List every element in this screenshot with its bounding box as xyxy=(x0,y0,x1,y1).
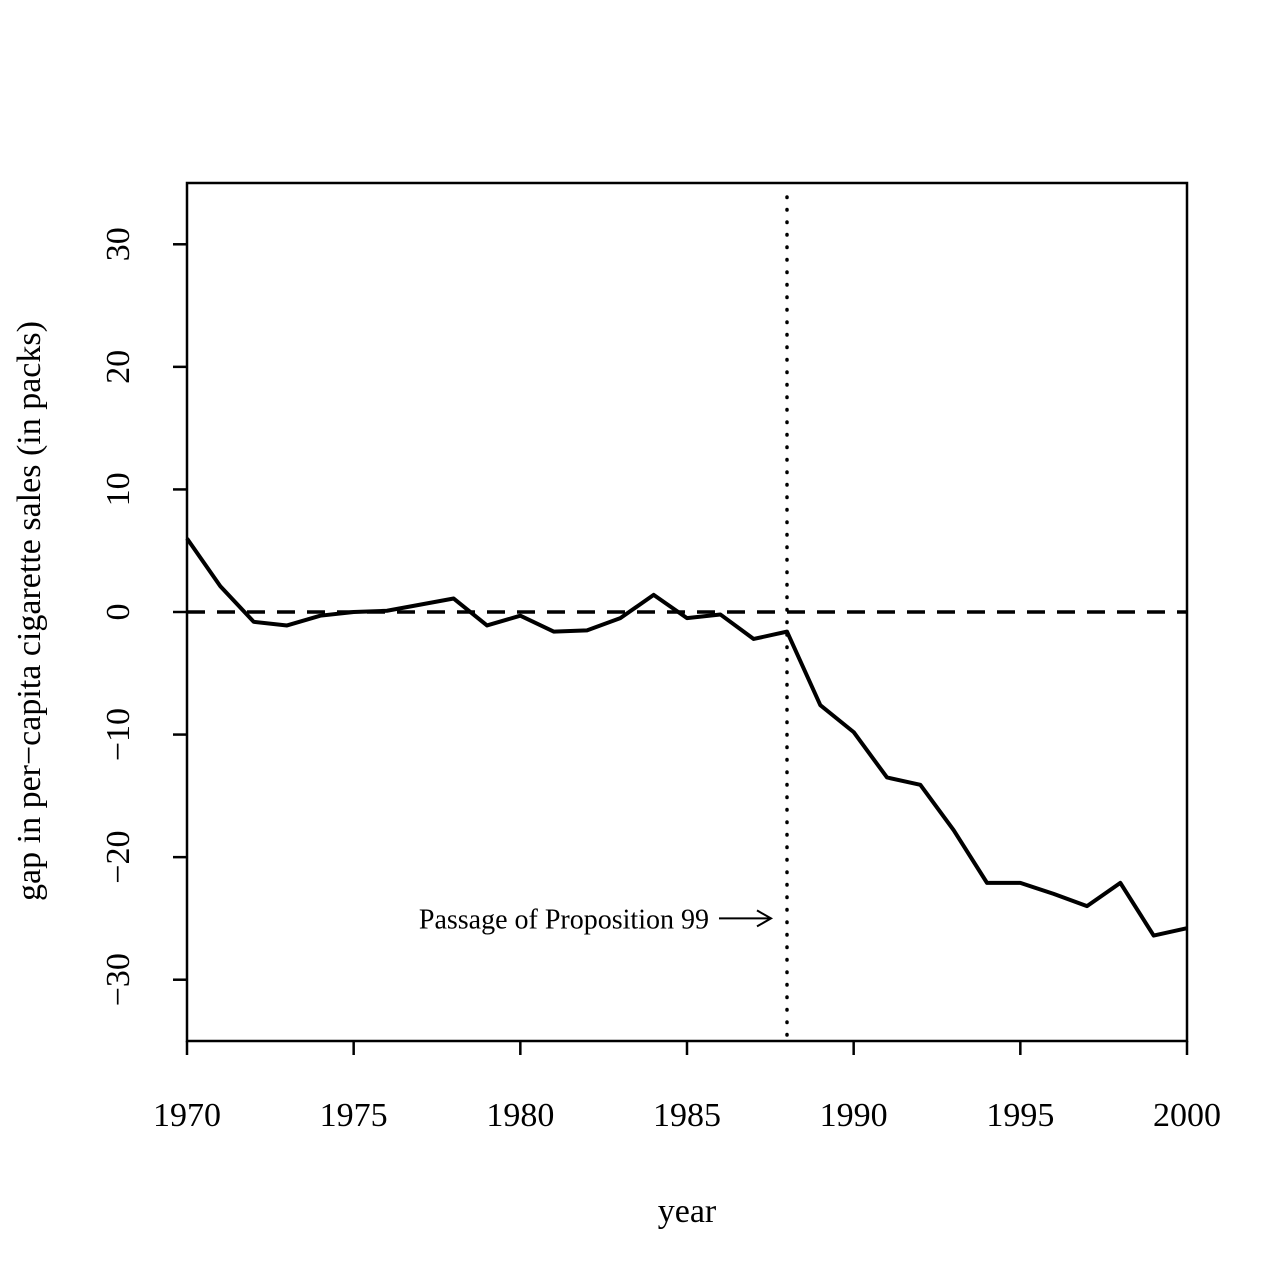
y-tick-label: 0 xyxy=(100,604,137,621)
x-tick-label: 1980 xyxy=(486,1097,554,1134)
series-layer xyxy=(185,537,1188,938)
y-axis: −30 −20 −10 0 10 20 30 xyxy=(100,227,187,1006)
y-tick-label: 10 xyxy=(100,472,137,506)
y-tick-label: 20 xyxy=(100,350,137,384)
x-tick-label: 2000 xyxy=(1153,1097,1221,1134)
annotation-arrow-head xyxy=(756,909,774,928)
annotation-label: Passage of Proposition 99 xyxy=(419,904,709,935)
x-tick-label: 1970 xyxy=(153,1097,221,1134)
x-axis: 1970 1975 1980 1985 1990 1995 2000 xyxy=(153,1041,1221,1134)
x-axis-title: year xyxy=(658,1193,717,1230)
annotation-layer: Passage of Proposition 99 xyxy=(419,904,774,935)
y-tick-label: −10 xyxy=(100,708,137,761)
x-tick-label: 1995 xyxy=(986,1097,1054,1134)
gap-series-line xyxy=(185,537,1188,938)
x-tick-label: 1985 xyxy=(653,1097,721,1134)
y-tick-label: −30 xyxy=(100,953,137,1006)
y-axis-title: gap in per−capita cigarette sales (in pa… xyxy=(11,321,48,901)
y-tick-label: 30 xyxy=(100,227,137,261)
x-tick-label: 1975 xyxy=(320,1097,388,1134)
x-tick-label: 1990 xyxy=(820,1097,888,1134)
y-tick-label: −20 xyxy=(100,831,137,884)
